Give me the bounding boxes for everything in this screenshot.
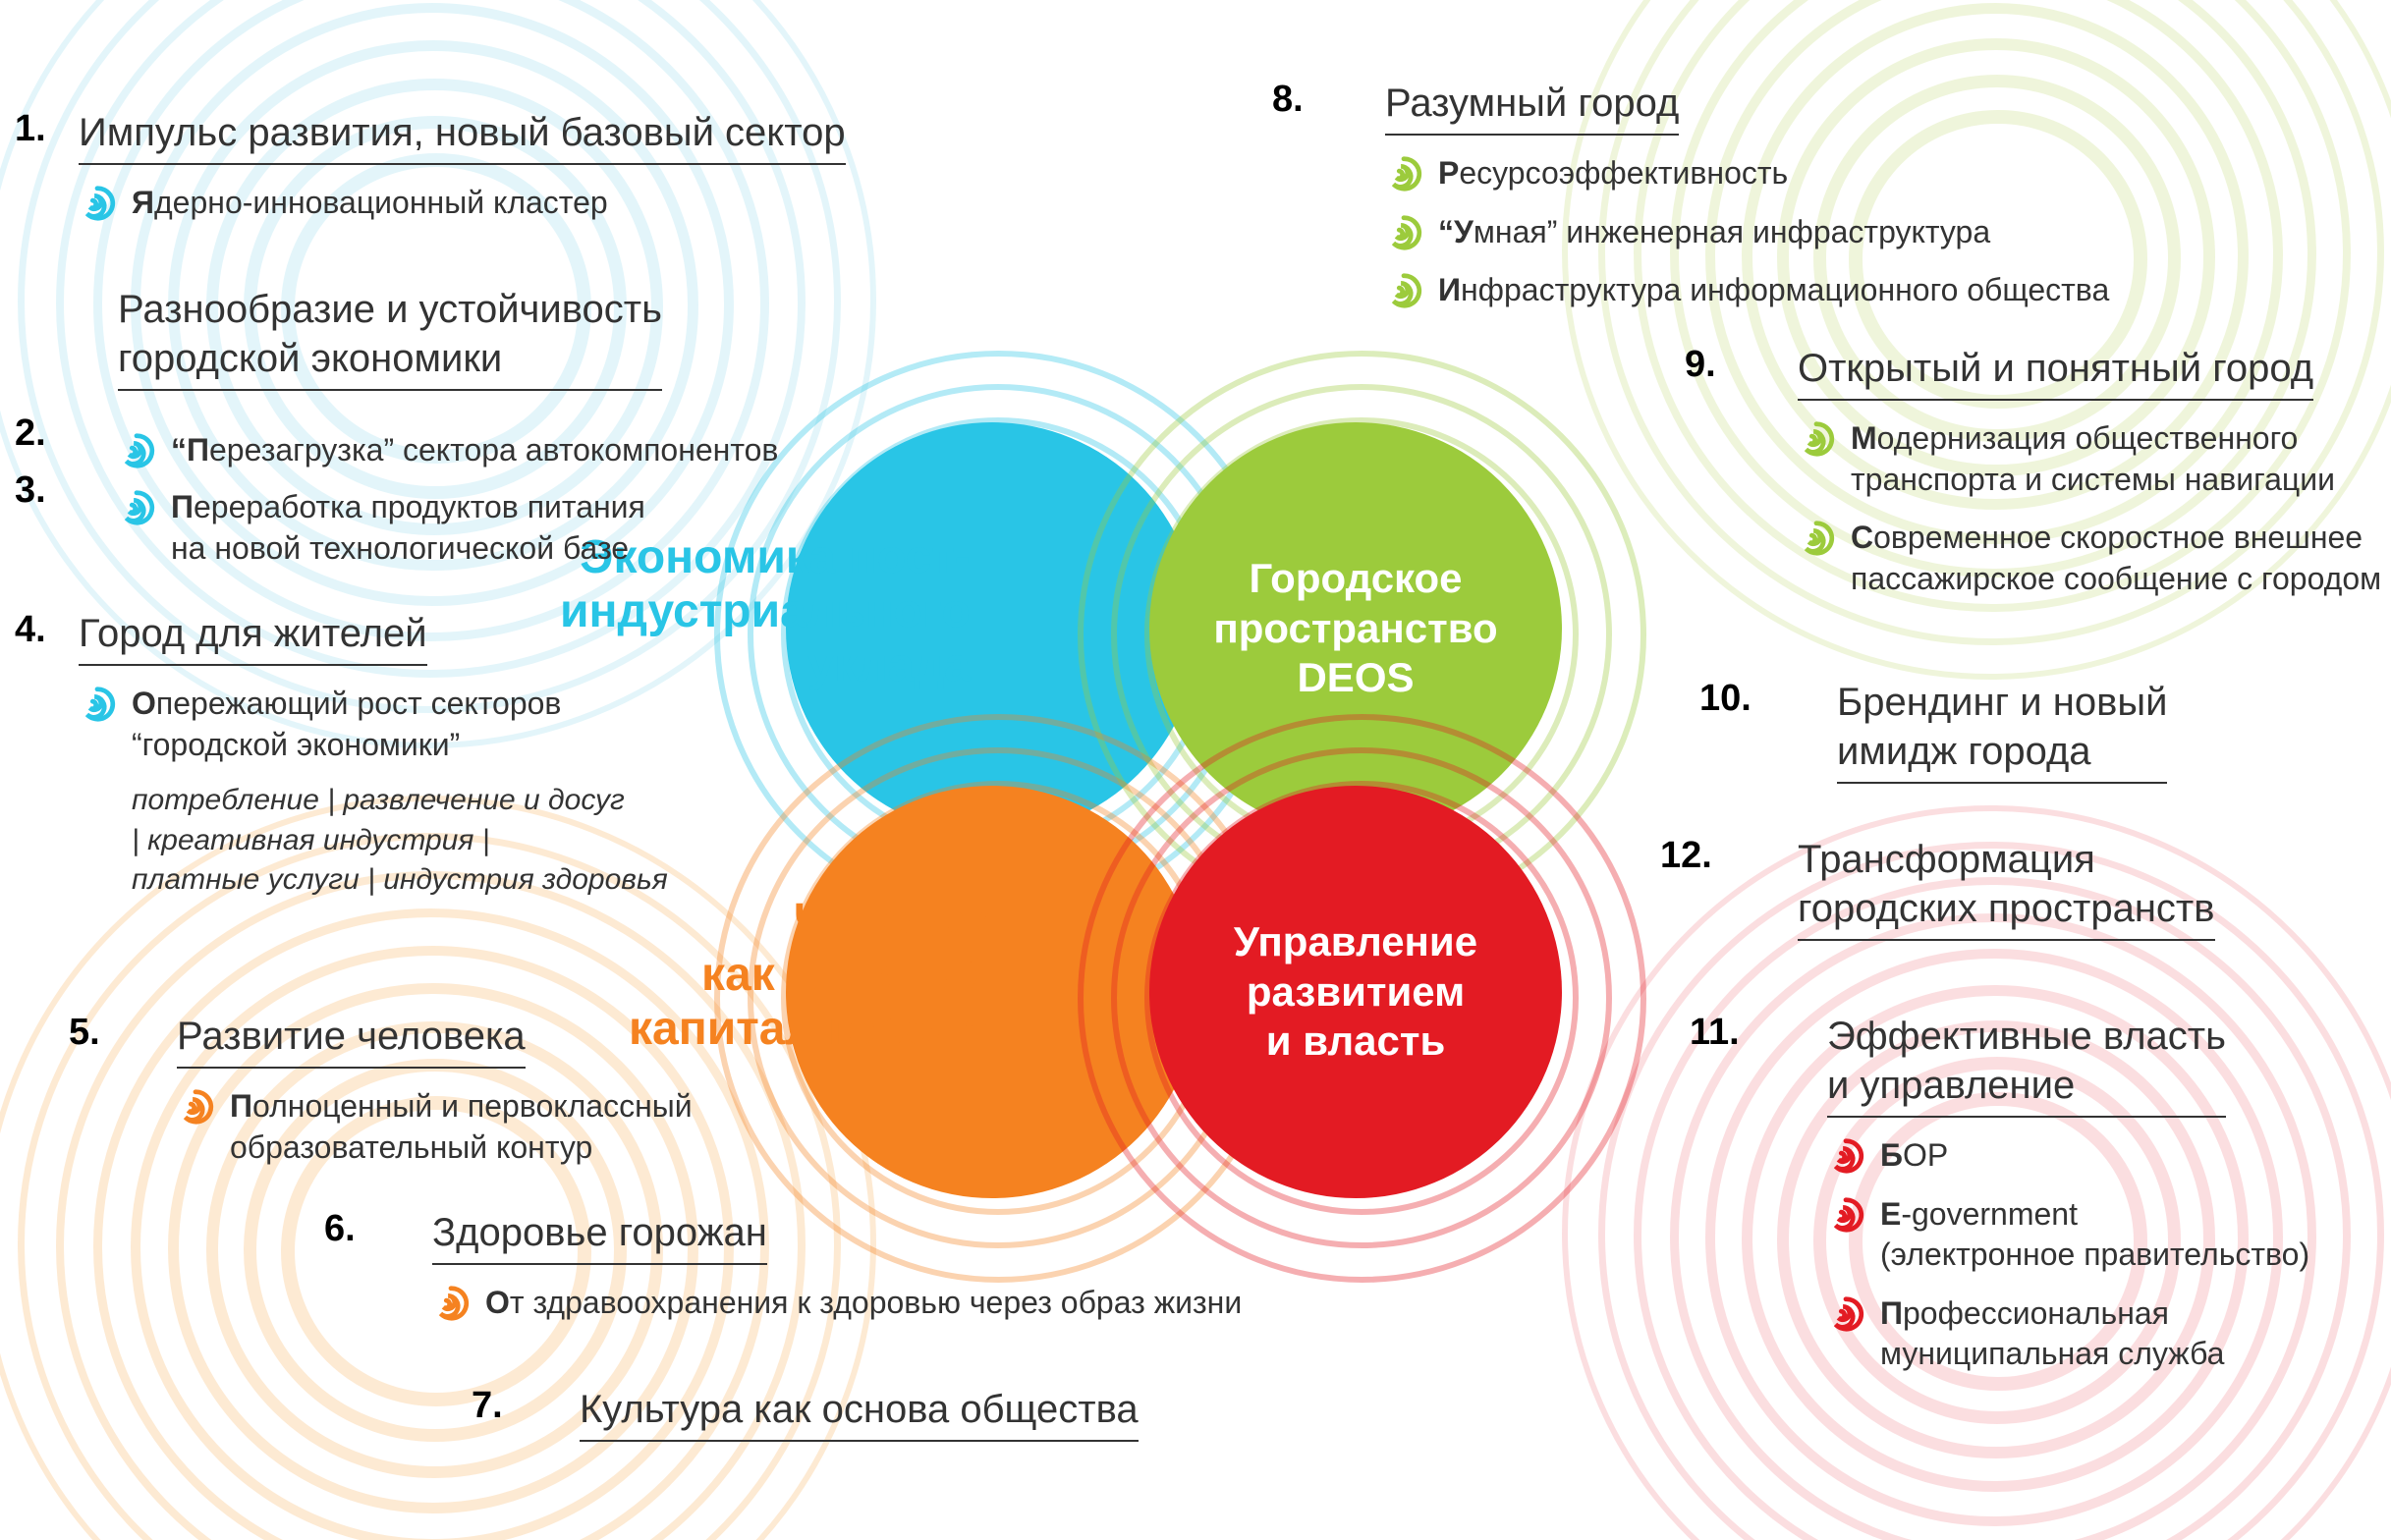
section-title: Разумный город	[1385, 79, 1679, 136]
swirl-icon	[1385, 214, 1422, 251]
section: 7.Культура как основа общества	[580, 1385, 1139, 1442]
bullet: “Перезагрузка” сектора автокомпонентов	[118, 430, 778, 471]
bullet-lead: Б	[1880, 1137, 1903, 1173]
section-note: потребление | развлечение и досуг | креа…	[79, 781, 668, 901]
swirl-icon	[177, 1088, 214, 1126]
bullet-lead: П	[171, 489, 194, 524]
swirl-icon	[1385, 272, 1422, 309]
section-title: Брендинг и новый имидж города	[1837, 678, 2167, 784]
section-title: Развитие человека	[177, 1012, 526, 1069]
section-number: 6.	[324, 1208, 356, 1250]
bullet-rest: рофессиональная муниципальная служба	[1880, 1295, 2224, 1372]
bullet: Модернизация общественного транспорта и …	[1798, 418, 2381, 500]
bullet: “Умная” инженерная инфраструктура	[1385, 212, 2109, 253]
section-number: 3.	[15, 469, 46, 512]
bullet-rest: ОР	[1903, 1137, 1948, 1173]
section: 6.Здоровье горожан От здравоохранения к …	[432, 1208, 1242, 1324]
bullet: Ядерно-инновационный кластер	[79, 183, 846, 224]
section: 9.Открытый и понятный город Модернизация…	[1798, 344, 2381, 599]
bullet-rest: олноценный и первоклассный образовательн…	[230, 1088, 693, 1165]
bullet-lead: П	[1880, 1295, 1903, 1331]
swirl-icon	[1385, 155, 1422, 192]
bullet-lead: М	[1851, 420, 1877, 456]
section-title: Трансформация городских пространств	[1798, 835, 2215, 941]
bullet-rest: есурсоэффективность	[1459, 155, 1788, 191]
section-number: 1.	[15, 108, 46, 150]
bullet: Ресурсоэффективность	[1385, 153, 2109, 194]
bullet-rest: овременное скоростное внешнее пассажирск…	[1851, 520, 2381, 596]
section-number: 11.	[1690, 1012, 1740, 1054]
bullet-rest: ерезагрузка” сектора автокомпонентов	[209, 432, 778, 468]
core-gov: Управление развитием и власть	[1149, 786, 1562, 1198]
bullet: Переработка продуктов питания на новой т…	[118, 487, 645, 569]
bullet: БОР	[1827, 1135, 2309, 1177]
section-title: Город для жителей	[79, 609, 427, 666]
section-number: 10.	[1699, 678, 1752, 720]
bullet-rest: пережающий рост секторов “городской экон…	[132, 686, 561, 762]
bullet-lead: E	[1880, 1196, 1901, 1232]
section: 10.Брендинг и новый имидж города	[1837, 678, 2167, 784]
swirl-icon	[118, 489, 155, 526]
bullet-rest: дерно-инновационный кластер	[154, 185, 608, 220]
bullet: Современное скоростное внешнее пассажирс…	[1798, 518, 2381, 599]
section-number: 5.	[69, 1012, 100, 1054]
core-label: Управление развитием и власть	[1234, 917, 1477, 1066]
bullet-lead: О	[485, 1285, 510, 1320]
swirl-icon	[79, 686, 116, 723]
core-label: Городское пространство DEOS	[1213, 554, 1497, 702]
swirl-icon	[432, 1285, 470, 1322]
swirl-icon	[1827, 1137, 1864, 1175]
bullet: Полноценный и первоклассный образователь…	[177, 1086, 693, 1168]
core-space: Городское пространство DEOS	[1149, 422, 1562, 835]
bullet: Профессиональная муниципальная служба	[1827, 1293, 2309, 1375]
section-title: Здоровье горожан	[432, 1208, 767, 1265]
section: 1.Импульс развития, новый базовый сектор…	[79, 108, 846, 224]
bullet-rest: т здравоохранения к здоровью через образ…	[510, 1285, 1242, 1320]
section: 8.Разумный город Ресурсоэффективность “У…	[1385, 79, 2109, 311]
bullet-rest: нфраструктура информационного общества	[1461, 272, 2109, 307]
bullet-lead: Р	[1438, 155, 1459, 191]
section: 5.Развитие человека Полноценный и первок…	[177, 1012, 693, 1168]
swirl-icon	[1827, 1196, 1864, 1234]
bullet-lead: О	[132, 686, 156, 721]
bullet-lead: “У	[1438, 214, 1474, 249]
section-title: Разнообразие и устойчивость городской эк…	[118, 285, 662, 391]
bullet-lead: П	[230, 1088, 252, 1124]
bullet-lead: Я	[132, 185, 154, 220]
bullet-rest: -government (электронное правительство)	[1880, 1196, 2309, 1273]
section-number: 4.	[15, 609, 46, 651]
bullet-rest: одернизация общественного транспорта и с…	[1851, 420, 2335, 497]
swirl-icon	[1798, 420, 1835, 458]
section: 2. “Перезагрузка” сектора автокомпоненто…	[118, 412, 778, 471]
section: 4.Город для жителей Опережающий рост сек…	[79, 609, 668, 901]
bullet-rest: ереработка продуктов питания на новой те…	[171, 489, 645, 566]
section: Разнообразие и устойчивость городской эк…	[118, 285, 662, 391]
bullet-lead: С	[1851, 520, 1873, 555]
section: 3. Переработка продуктов питания на ново…	[118, 469, 645, 569]
swirl-icon	[79, 185, 116, 222]
section-number: 8.	[1272, 79, 1304, 121]
section: 12.Трансформация городских пространств	[1798, 835, 2215, 941]
bullet-lead: И	[1438, 272, 1461, 307]
bullet-lead: “П	[171, 432, 209, 468]
section: 11.Эффективные власть и управление БОР E…	[1827, 1012, 2309, 1375]
section-title: Культура как основа общества	[580, 1385, 1139, 1442]
section-title: Эффективные власть и управление	[1827, 1012, 2226, 1118]
section-number: 12.	[1660, 835, 1712, 877]
section-title: Импульс развития, новый базовый сектор	[79, 108, 846, 165]
swirl-icon	[118, 432, 155, 469]
section-number: 9.	[1685, 344, 1716, 386]
swirl-icon	[1798, 520, 1835, 557]
section-number: 7.	[472, 1385, 503, 1427]
bullet: E-government (электронное правительство)	[1827, 1194, 2309, 1276]
swirl-icon	[1827, 1295, 1864, 1333]
bullet-rest: мная” инженерная инфраструктура	[1474, 214, 1990, 249]
bullet: Инфраструктура информационного общества	[1385, 270, 2109, 311]
section-title: Открытый и понятный город	[1798, 344, 2313, 401]
section-number: 2.	[15, 412, 46, 455]
bullet: От здравоохранения к здоровью через обра…	[432, 1283, 1242, 1324]
bullet: Опережающий рост секторов “городской эко…	[79, 684, 668, 765]
